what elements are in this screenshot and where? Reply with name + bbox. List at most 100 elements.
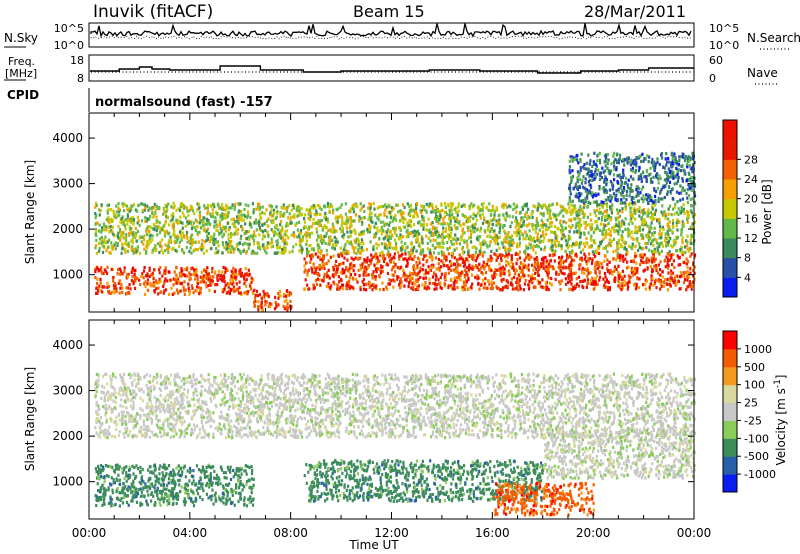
data-cell	[667, 207, 670, 211]
data-cell	[386, 215, 389, 219]
data-cell	[572, 206, 575, 210]
data-cell	[178, 220, 181, 225]
data-cell	[504, 218, 507, 222]
data-cell	[686, 266, 689, 270]
data-cell	[394, 262, 397, 267]
data-cell	[601, 212, 604, 216]
data-cell	[211, 212, 214, 216]
data-cell	[255, 207, 258, 211]
data-cell	[627, 274, 630, 278]
data-cell	[415, 233, 418, 237]
data-cell	[367, 206, 370, 210]
data-cell	[352, 203, 355, 207]
data-cell	[257, 220, 261, 224]
data-cell	[182, 285, 185, 289]
data-cell	[132, 218, 135, 222]
data-cell	[636, 237, 639, 241]
data-cell	[130, 226, 133, 231]
data-cell	[193, 268, 196, 272]
data-cell	[220, 278, 224, 282]
data-cell	[410, 209, 413, 213]
data-cell	[498, 226, 501, 230]
data-cell	[570, 249, 574, 253]
data-cell	[184, 216, 188, 220]
data-cell	[329, 255, 332, 259]
data-cell	[370, 219, 373, 223]
data-cell	[281, 213, 284, 218]
data-cell	[300, 251, 303, 255]
data-cell	[399, 246, 402, 250]
data-cell	[457, 209, 460, 213]
data-cell	[592, 252, 595, 256]
data-cell	[275, 205, 278, 209]
data-cell	[439, 215, 443, 219]
data-cell	[679, 211, 683, 215]
data-cell	[191, 243, 194, 247]
data-cell	[683, 274, 686, 278]
data-cell	[357, 248, 360, 252]
data-cell	[437, 221, 440, 225]
data-cell	[598, 203, 601, 207]
data-cell	[499, 253, 502, 257]
data-cell	[664, 258, 667, 262]
data-cell	[522, 237, 525, 241]
data-cell	[506, 205, 509, 209]
data-cell	[138, 251, 141, 255]
data-cell	[399, 233, 402, 237]
data-cell	[348, 209, 351, 213]
data-cell	[468, 205, 471, 209]
data-cell	[311, 270, 314, 274]
data-cell	[422, 227, 425, 231]
data-cell	[658, 268, 662, 272]
data-cell	[402, 225, 405, 229]
data-cell	[491, 276, 494, 281]
data-cell	[533, 239, 536, 244]
data-cell	[120, 234, 123, 238]
data-cell	[687, 259, 690, 264]
data-cell	[563, 272, 566, 276]
data-cell	[243, 282, 246, 286]
data-cell	[493, 213, 496, 217]
data-cell	[388, 255, 391, 259]
data-cell	[107, 245, 110, 249]
data-cell	[505, 259, 508, 263]
data-cell	[599, 222, 602, 226]
data-cell	[472, 203, 476, 207]
data-cell	[434, 232, 437, 236]
data-cell	[409, 276, 412, 280]
data-cell	[111, 290, 114, 294]
data-cell	[110, 208, 113, 212]
data-cell	[645, 246, 648, 250]
data-cell	[518, 222, 521, 226]
data-cell	[676, 249, 679, 253]
data-cell	[196, 232, 199, 237]
data-cell	[589, 271, 592, 275]
data-cell	[654, 263, 658, 268]
data-cell	[404, 249, 407, 253]
data-cell	[416, 238, 419, 242]
data-cell	[497, 222, 500, 226]
data-cell	[175, 218, 178, 222]
data-cell	[498, 262, 501, 266]
data-cell	[549, 221, 552, 225]
data-cell	[687, 271, 690, 275]
data-cell	[325, 231, 328, 235]
data-cell	[409, 212, 412, 216]
data-cell	[476, 277, 479, 281]
data-cell	[616, 208, 619, 212]
data-cell	[443, 282, 446, 287]
data-cell	[562, 236, 565, 240]
data-cell	[155, 204, 158, 208]
data-cell	[559, 268, 562, 273]
data-cell	[663, 166, 666, 170]
data-cell	[229, 248, 232, 252]
data-cell	[326, 271, 329, 275]
data-cell	[531, 211, 534, 215]
data-cell	[364, 282, 368, 287]
data-cell	[152, 277, 155, 281]
data-cell	[98, 241, 101, 245]
data-cell	[308, 287, 311, 291]
data-cell	[674, 279, 677, 283]
data-cell	[600, 218, 603, 222]
data-cell	[513, 268, 516, 272]
